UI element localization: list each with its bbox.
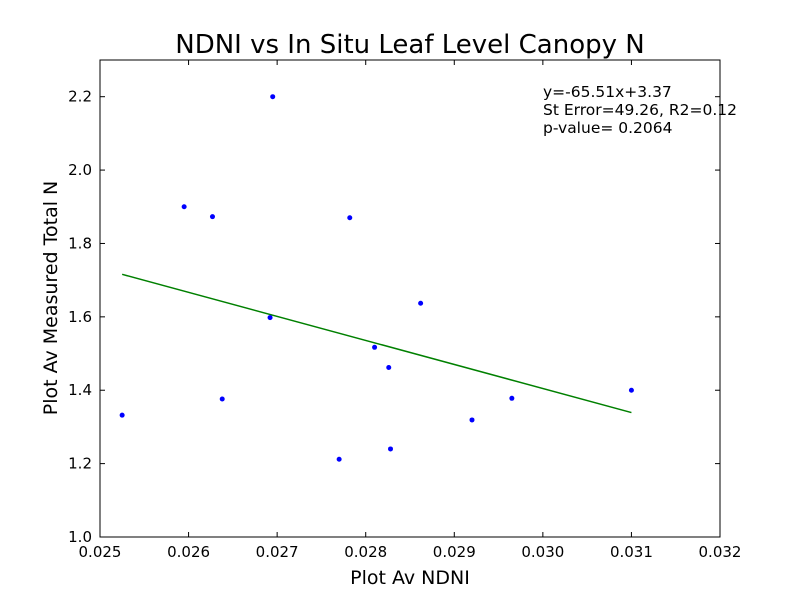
data-point [336,456,342,462]
y-tick-label: 1.2 [68,455,92,473]
y-tick-label: 2.0 [68,161,92,179]
data-point [386,364,392,370]
x-tick-label: 0.029 [433,543,476,561]
data-point [628,387,634,393]
y-tick-label: 1.8 [68,234,92,252]
x-tick-label: 0.027 [256,543,299,561]
fit-line-layer [121,273,632,414]
data-point [267,315,273,321]
data-point [209,214,215,220]
x-tick-label: 0.032 [699,543,742,561]
plot-background [100,60,720,537]
y-tick-label: 1.6 [68,308,92,326]
annotation-equation: y=-65.51x+3.37 [543,83,672,101]
data-point [509,395,515,401]
y-tick-label: 1.0 [68,528,92,546]
data-point [388,446,394,452]
data-point [469,417,475,423]
x-tick-label: 0.030 [521,543,564,561]
y-tick-label: 1.4 [68,381,92,399]
data-point [418,300,424,306]
data-point [270,94,276,100]
y-axis-label: Plot Av Measured Total N [40,181,62,416]
plot-frame [99,59,721,538]
chart-title: NDNI vs In Situ Leaf Level Canopy N [175,30,644,60]
x-tick-label: 0.031 [610,543,653,561]
ticks-layer: 0.025 0.026 0.027 0.028 0.029 0.030 0.031 0.032… [68,60,741,561]
data-point [372,344,378,350]
x-axis-label: Plot Av NDNI [350,567,470,589]
x-tick-label: 0.025 [79,543,122,561]
data-point [219,396,225,402]
fit-line [121,273,632,414]
data-point [119,412,125,418]
y-tick-label: 2.2 [68,88,92,106]
data-point [181,204,187,210]
x-tick-label: 0.028 [344,543,387,561]
data-points-layer [119,94,634,462]
annotation-stats: St Error=49.26, R2=0.12 [543,101,737,119]
data-point [347,215,353,221]
x-tick-label: 0.026 [167,543,210,561]
annotation-p-value: p-value= 0.2064 [543,119,673,137]
